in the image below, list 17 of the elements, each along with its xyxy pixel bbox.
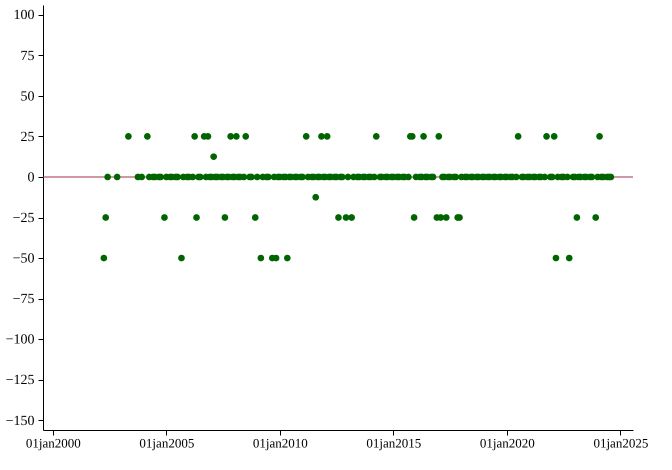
x-tick-label: 01jan2020 (480, 436, 535, 450)
y-tick-label: 25 (20, 130, 34, 145)
y-tick-label: −50 (12, 252, 34, 267)
y-tick-label: 100 (14, 8, 34, 24)
y-tick-label: −75 (12, 292, 34, 308)
y-tick-label: −100 (6, 332, 34, 348)
y-tick-label: 50 (20, 89, 34, 104)
y-tick-label: 0 (28, 170, 34, 186)
x-tick-label: 01jan2025 (593, 436, 648, 450)
x-tick-label: 01jan2015 (366, 436, 422, 450)
y-tick-label: 75 (20, 48, 34, 64)
x-tick-label: 01jan2005 (139, 436, 194, 450)
y-tick-label: −25 (12, 211, 34, 226)
x-tick-label: 01jan2010 (252, 436, 308, 450)
y-tick-label: −150 (6, 414, 34, 429)
x-tick-label: 01jan2000 (26, 436, 81, 450)
y-tick-label: −125 (6, 373, 34, 388)
